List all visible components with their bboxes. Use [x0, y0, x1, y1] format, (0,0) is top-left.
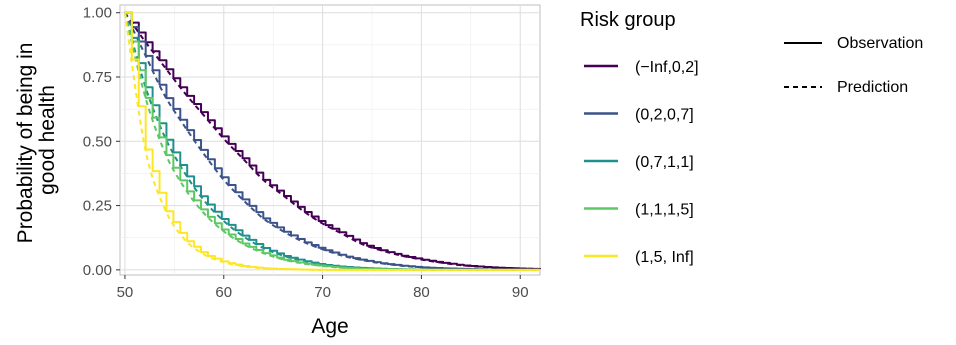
legend-color-label: (0,7,1,1]: [635, 154, 694, 171]
x-tick-label: 90: [512, 284, 529, 301]
x-axis-title: Age: [311, 315, 348, 338]
legend-color-label: (0,2,0,7]: [635, 107, 694, 124]
legend-color-entries: (−Inf,0,2] (0,2,0,7] (0,7,1,1] (1,1,1,5] (1,…: [584, 59, 699, 266]
legend-linetype-entries: Observation Prediction: [784, 35, 923, 96]
x-axis-ticks: 50 60 70 80 90: [117, 275, 529, 301]
series-prediction-line: [124, 12, 541, 271]
y-axis-title-line-2: good health: [36, 85, 59, 195]
y-axis-title-line-1: Probability of being in: [14, 43, 37, 244]
series-prediction-line: [123, 12, 540, 271]
series-layer: [123, 11, 541, 271]
y-tick-label: 0.25: [83, 198, 112, 215]
legend-title: Risk group: [580, 9, 676, 31]
y-tick-label: 0.75: [83, 69, 112, 86]
series-observation-line: [124, 11, 541, 270]
legend-color-label: (1,5, Inf]: [635, 249, 694, 266]
y-tick-label: 0.50: [83, 133, 112, 150]
grid-major: [120, 5, 540, 275]
legend-color-label: (1,1,1,5]: [635, 202, 694, 219]
panel-border: [119, 4, 541, 276]
x-tick-label: 70: [314, 284, 331, 301]
x-tick-label: 80: [413, 284, 430, 301]
legend-linetype-label: Observation: [837, 35, 923, 52]
y-axis-ticks: 0.00 0.25 0.50 0.75 1.00: [83, 5, 120, 279]
y-axis-title: Probability of being in good health: [14, 37, 59, 244]
legend-linetype-label: Prediction: [837, 79, 908, 96]
y-tick-label: 0.00: [83, 262, 112, 279]
x-tick-label: 50: [117, 284, 134, 301]
legend-color-label: (−Inf,0,2]: [635, 59, 699, 76]
grid-minor: [120, 5, 540, 275]
x-tick-label: 60: [215, 284, 232, 301]
y-tick-label: 1.00: [83, 5, 112, 22]
